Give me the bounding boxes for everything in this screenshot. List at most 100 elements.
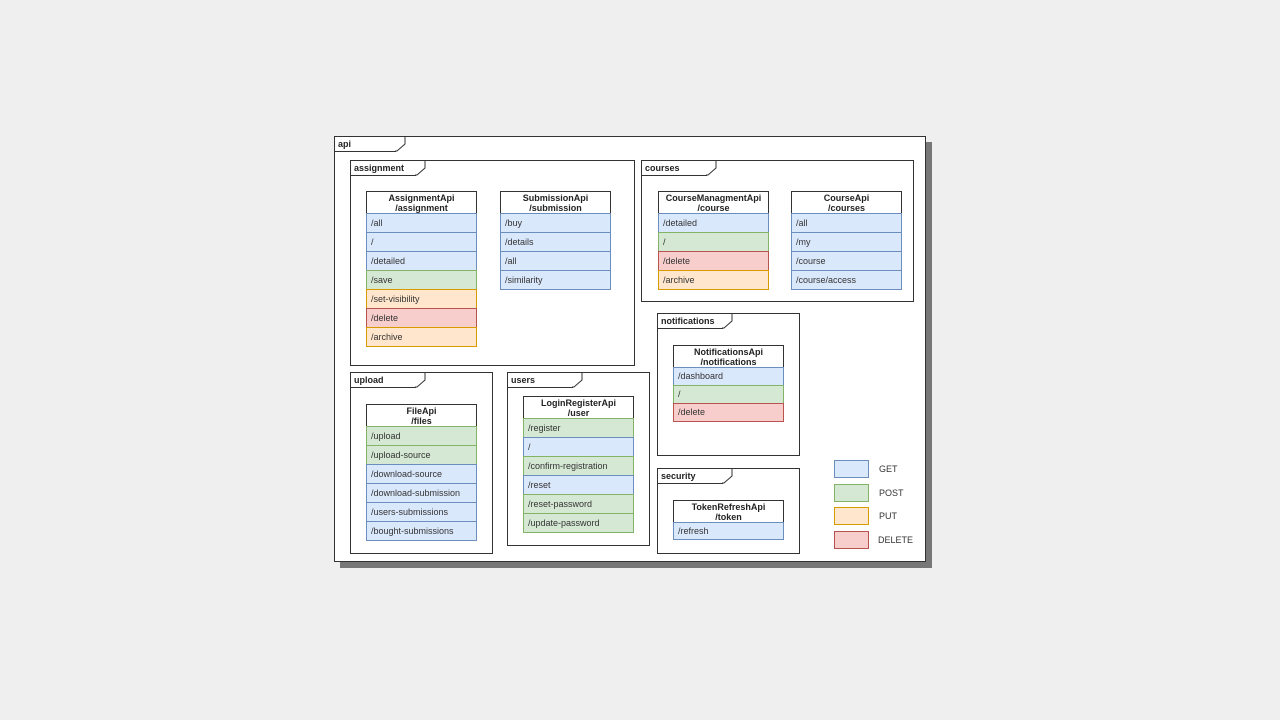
tab-corner <box>722 468 733 484</box>
class-path: /course <box>697 203 730 213</box>
tab-corner <box>415 372 426 388</box>
legend-item-get: GET <box>834 460 913 478</box>
package-tab: assignment <box>350 160 426 176</box>
class-name: AssignmentApi <box>388 193 455 203</box>
package-tab: courses <box>641 160 717 176</box>
class-name: LoginRegisterApi <box>540 398 616 408</box>
class-coursemanagmentapi: CourseManagmentApi/course/detailed //dele… <box>658 191 769 290</box>
legend: GET POST PUT DELETE <box>834 460 914 549</box>
class-name: TokenRefreshApi <box>691 502 766 512</box>
legend-swatch <box>834 460 869 478</box>
legend-item-delete: DELETE <box>834 530 914 549</box>
endpoint-delete: /delete <box>366 308 477 328</box>
tab-corner <box>395 136 406 152</box>
class-header: FileApi/files <box>366 404 477 427</box>
tab-corner <box>572 372 583 388</box>
endpoint-get: /details <box>500 232 611 252</box>
class-name: SubmissionApi <box>522 193 589 203</box>
class-header: TokenRefreshApi/token <box>673 500 784 523</box>
package-tab: users <box>507 372 583 388</box>
class-path: /submission <box>529 203 582 213</box>
endpoint-get: /reset <box>523 475 634 495</box>
endpoint-get: /buy <box>500 213 611 233</box>
endpoint-post: /reset-password <box>523 494 634 514</box>
endpoint-post: / <box>658 232 769 252</box>
endpoint-post: /register <box>523 418 634 438</box>
endpoint-put: /archive <box>658 270 769 290</box>
endpoint-get: /download-submission <box>366 483 477 503</box>
class-path: /files <box>411 416 432 426</box>
frame-tab: api <box>334 136 406 152</box>
class-notificationsapi: NotificationsApi/notifications/dashboard… <box>673 345 784 422</box>
class-path: /assignment <box>395 203 448 213</box>
class-header: CourseApi/courses <box>791 191 902 214</box>
package-tab: security <box>657 468 733 484</box>
package-tab: notifications <box>657 313 733 329</box>
legend-label: POST <box>879 487 904 498</box>
tab-corner <box>415 160 426 176</box>
frame-label: api <box>338 139 352 149</box>
class-tokenrefreshapi: TokenRefreshApi/token/refresh <box>673 500 784 540</box>
endpoint-post: /save <box>366 270 477 290</box>
legend-item-put: PUT <box>834 507 913 525</box>
class-name: NotificationsApi <box>694 347 763 357</box>
class-header: NotificationsApi/notifications <box>673 345 784 368</box>
tab-corner <box>722 313 733 329</box>
endpoint-get: /refresh <box>673 522 784 540</box>
endpoint-get: /detailed <box>366 251 477 271</box>
endpoint-get: /all <box>366 213 477 233</box>
class-header: SubmissionApi/submission <box>500 191 611 214</box>
endpoint-get: /dashboard <box>673 367 784 386</box>
class-path: /token <box>715 512 742 522</box>
endpoint-get: / <box>366 232 477 252</box>
package-label: assignment <box>354 163 405 173</box>
endpoint-get: /all <box>500 251 611 271</box>
class-fileapi: FileApi/files/upload/upload-source/downl… <box>366 404 477 541</box>
class-header: LoginRegisterApi/user <box>523 396 634 419</box>
endpoint-post: /upload <box>366 426 477 446</box>
class-name: FileApi <box>406 406 437 416</box>
class-path: /user <box>567 408 590 418</box>
endpoint-get: /all <box>791 213 902 233</box>
package-tab: upload <box>350 372 426 388</box>
package-label: security <box>661 471 696 481</box>
legend-label: GET <box>879 464 898 474</box>
endpoint-get: /detailed <box>658 213 769 233</box>
class-loginregisterapi: LoginRegisterApi/user/register //confirm-… <box>523 396 634 533</box>
package-label: users <box>511 375 536 385</box>
package-label: upload <box>354 375 384 385</box>
endpoint-get: /download-source <box>366 464 477 484</box>
endpoint-post: / <box>673 385 784 404</box>
class-path: /notifications <box>700 357 757 367</box>
endpoint-post: /update-password <box>523 513 634 533</box>
legend-label: DELETE <box>878 534 914 545</box>
endpoint-get: /course/access <box>791 270 902 290</box>
legend-swatch <box>834 530 869 549</box>
endpoint-get: / <box>523 437 634 457</box>
endpoint-get: /users-submissions <box>366 502 477 522</box>
class-name: CourseApi <box>823 193 870 203</box>
class-header: CourseManagmentApi/course <box>658 191 769 214</box>
legend-swatch <box>834 507 869 525</box>
package-label: courses <box>645 163 680 173</box>
endpoint-delete: /delete <box>658 251 769 271</box>
class-path: /courses <box>827 203 866 213</box>
class-courseapi: CourseApi/courses/all/my/course/course/a… <box>791 191 902 290</box>
endpoint-get: /my <box>791 232 902 252</box>
tab-corner <box>706 160 717 176</box>
endpoint-put: /set-visibility <box>366 289 477 309</box>
legend-swatch <box>834 483 869 502</box>
endpoint-post: /upload-source <box>366 445 477 465</box>
endpoint-get: /similarity <box>500 270 611 290</box>
endpoint-post: /confirm-registration <box>523 456 634 476</box>
class-assignmentapi: AssignmentApi/assignment/all //detailed/s… <box>366 191 477 347</box>
package-label: notifications <box>661 316 715 326</box>
legend-label: PUT <box>879 511 897 521</box>
endpoint-get: /bought-submissions <box>366 521 477 541</box>
legend-item-post: POST <box>834 483 913 502</box>
class-header: AssignmentApi/assignment <box>366 191 477 214</box>
class-submissionapi: SubmissionApi/submission/buy/details/all… <box>500 191 611 290</box>
endpoint-put: /archive <box>366 327 477 347</box>
endpoint-get: /course <box>791 251 902 271</box>
endpoint-delete: /delete <box>673 403 784 422</box>
